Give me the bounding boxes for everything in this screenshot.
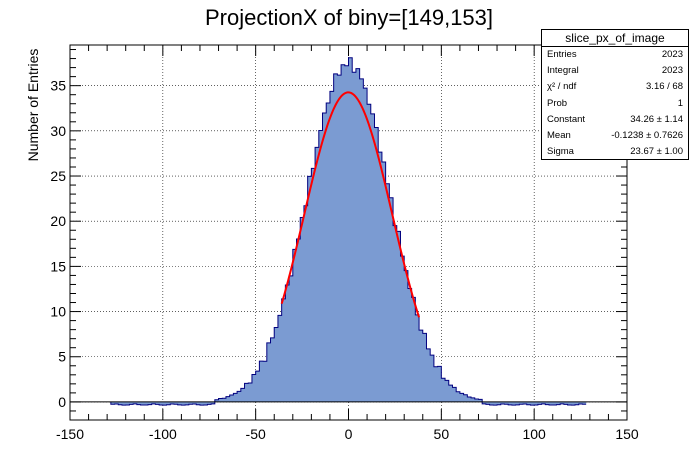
stats-label: Integral	[547, 65, 579, 77]
histogram-fill	[110, 57, 587, 406]
x-tick-label: -50	[246, 426, 266, 442]
y-tick-label: 35	[50, 78, 66, 94]
y-tick-label: 10	[50, 304, 66, 320]
y-axis-label: Number of Entries	[25, 49, 41, 162]
x-tick-label: 150	[615, 426, 639, 442]
x-tick-label: -100	[149, 426, 177, 442]
stats-value: 34.26 ± 1.14	[630, 113, 683, 125]
stats-value: 2023	[661, 49, 683, 60]
stats-value: -0.1238 ± 0.7626	[611, 129, 683, 141]
chart-title: ProjectionX of biny=[149,153]	[205, 5, 493, 30]
x-axis-ticks: -150 -100 -50 0 50 100 150	[56, 45, 639, 442]
stats-label: Sigma	[547, 146, 574, 158]
stats-box: slice_px_of_image Entries 2023 Integral 202…	[541, 29, 689, 160]
histogram-outline	[110, 57, 587, 406]
x-tick-label: 0	[345, 426, 353, 442]
stats-rows: Entries 2023 Integral 2023 χ² / ndf 3.16 / 68…	[542, 47, 688, 160]
stats-label: Constant	[547, 113, 586, 125]
stats-title: slice_px_of_image	[542, 30, 688, 47]
stats-value: 3.16 / 68	[646, 81, 683, 93]
x-tick-label: -150	[56, 426, 84, 442]
stats-row: χ² / ndf 3.16 / 68	[542, 79, 688, 95]
x-tick-label: 100	[522, 426, 546, 442]
y-tick-label: 0	[58, 394, 66, 410]
stats-value: 1	[677, 97, 683, 109]
stats-row: Mean -0.1238 ± 0.7626	[542, 128, 688, 144]
y-tick-label: 25	[50, 168, 66, 184]
stats-label: χ² / ndf	[547, 81, 577, 93]
stats-row: Constant 34.26 ± 1.14	[542, 112, 688, 128]
stats-value: 2023	[661, 65, 683, 77]
stats-label: Mean	[547, 129, 571, 141]
stats-row: Prob 1	[542, 96, 688, 112]
x-tick-label: 50	[434, 426, 450, 442]
stats-value: 23.67 ± 1.00	[630, 146, 683, 158]
y-tick-label: 15	[50, 258, 66, 274]
stats-row: Sigma 23.67 ± 1.00	[542, 144, 688, 160]
stats-row: Entries 2023	[542, 47, 688, 63]
y-tick-label: 5	[58, 349, 66, 365]
gaussian-fit-curve	[280, 91, 421, 318]
y-tick-label: 20	[50, 213, 66, 229]
y-tick-label: 30	[50, 123, 66, 139]
stats-row: Integral 2023	[542, 63, 688, 79]
stats-label: Entries	[547, 49, 577, 60]
stats-label: Prob	[547, 97, 568, 109]
